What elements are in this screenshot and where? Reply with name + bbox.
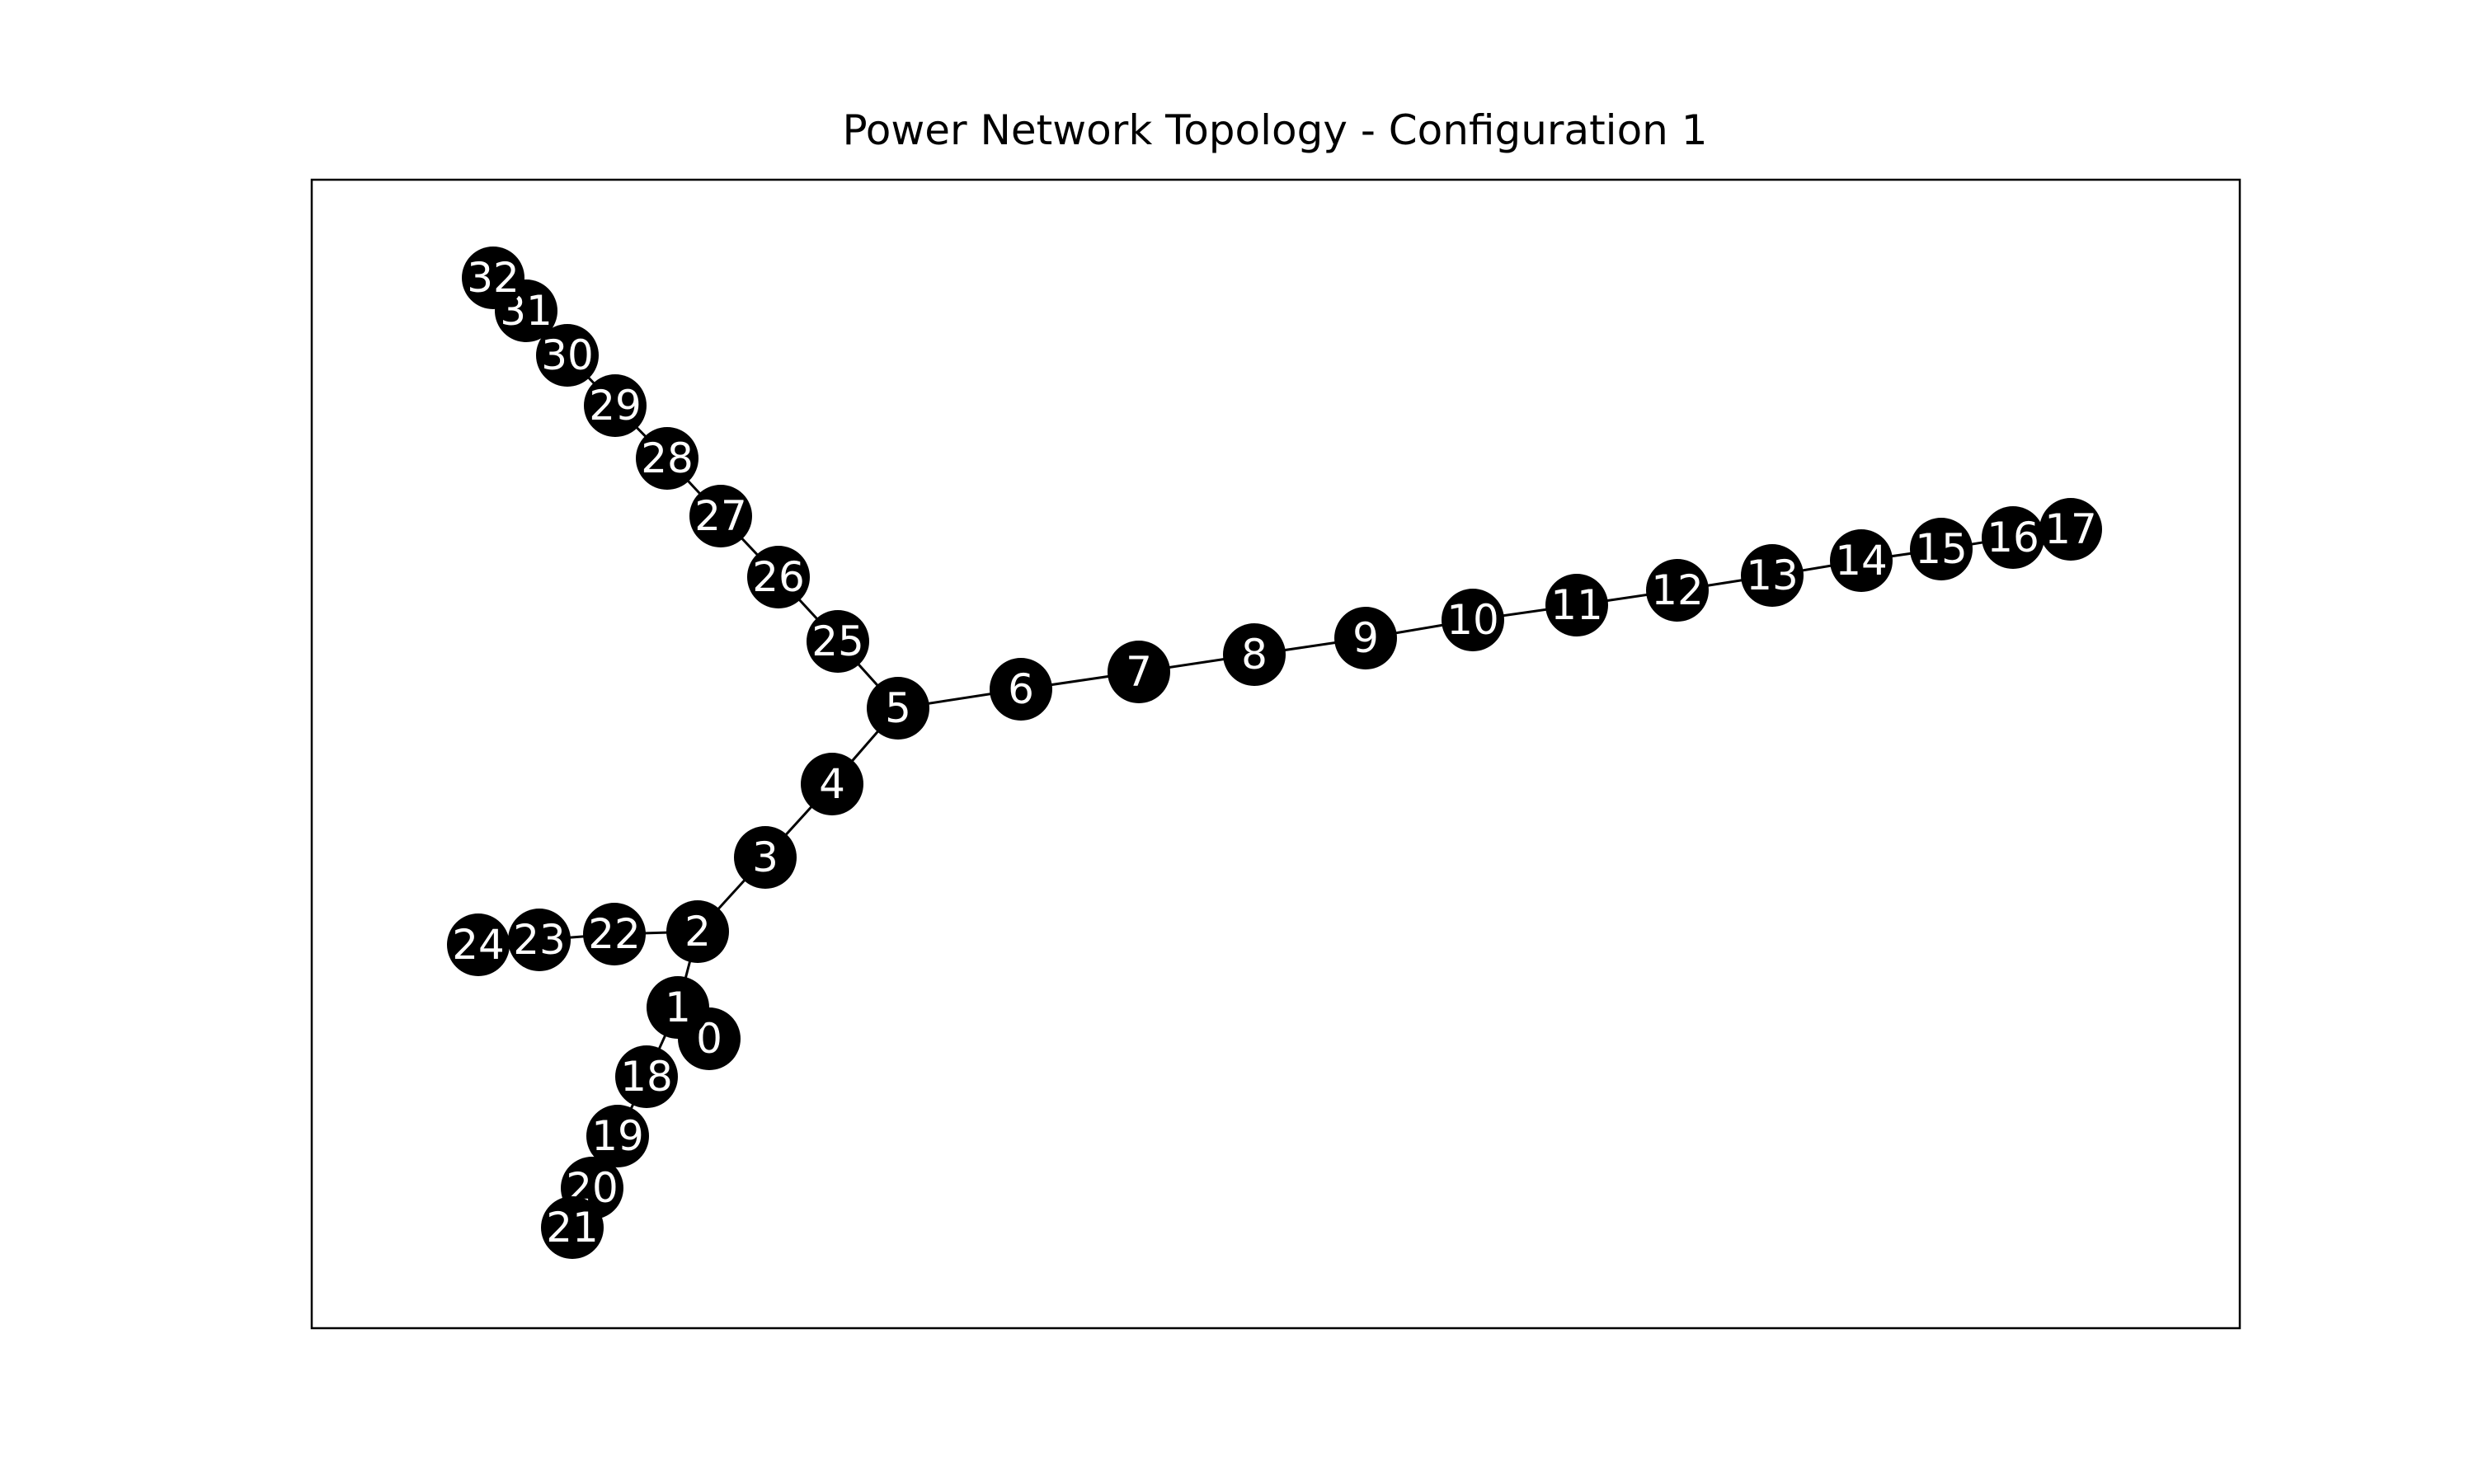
node-circle-28 <box>636 427 698 490</box>
node-circle-4 <box>801 753 863 815</box>
node-25: 25 <box>807 610 869 673</box>
node-17: 17 <box>2039 498 2102 561</box>
node-label-27: 27 <box>694 492 747 540</box>
node-circle-1 <box>647 976 709 1039</box>
node-circle-19 <box>586 1105 649 1167</box>
node-circle-13 <box>1741 544 1804 607</box>
node-circle-8 <box>1223 623 1286 686</box>
node-label-19: 19 <box>591 1112 644 1160</box>
node-30: 30 <box>536 324 599 387</box>
node-label-26: 26 <box>752 553 805 601</box>
node-circle-14 <box>1830 529 1893 592</box>
node-label-32: 32 <box>467 254 520 302</box>
node-26: 26 <box>747 546 810 608</box>
node-circle-11 <box>1545 574 1608 636</box>
node-label-10: 10 <box>1446 596 1499 644</box>
node-label-1: 1 <box>665 984 691 1031</box>
node-circle-15 <box>1910 518 1973 580</box>
node-circle-30 <box>536 324 599 387</box>
node-label-13: 13 <box>1746 552 1799 599</box>
node-6: 6 <box>990 658 1052 721</box>
node-12: 12 <box>1646 559 1709 622</box>
node-circle-27 <box>689 485 752 547</box>
node-10: 10 <box>1442 589 1504 651</box>
node-19: 19 <box>586 1105 649 1167</box>
node-8: 8 <box>1223 623 1286 686</box>
node-circle-3 <box>734 826 797 889</box>
node-13: 13 <box>1741 544 1804 607</box>
node-1: 1 <box>647 976 709 1039</box>
node-23: 23 <box>508 909 571 971</box>
node-label-11: 11 <box>1550 581 1603 629</box>
node-label-14: 14 <box>1835 537 1888 585</box>
node-label-3: 3 <box>752 834 778 881</box>
node-4: 4 <box>801 753 863 815</box>
node-circle-24 <box>447 913 510 976</box>
node-21: 21 <box>541 1196 604 1259</box>
node-circle-9 <box>1334 607 1397 669</box>
node-32: 32 <box>462 247 524 309</box>
node-circle-21 <box>541 1196 604 1259</box>
node-circle-32 <box>462 247 524 309</box>
node-18: 18 <box>615 1045 678 1108</box>
node-9: 9 <box>1334 607 1397 669</box>
node-label-29: 29 <box>589 382 642 430</box>
node-7: 7 <box>1108 641 1170 703</box>
node-label-8: 8 <box>1241 631 1268 679</box>
node-circle-6 <box>990 658 1052 721</box>
node-28: 28 <box>636 427 698 490</box>
node-label-23: 23 <box>513 916 566 964</box>
node-circle-29 <box>584 374 647 437</box>
node-29: 29 <box>584 374 647 437</box>
node-3: 3 <box>734 826 797 889</box>
node-22: 22 <box>583 903 646 965</box>
node-label-16: 16 <box>1987 514 2039 561</box>
node-label-17: 17 <box>2044 505 2097 553</box>
node-label-18: 18 <box>620 1053 673 1101</box>
node-label-25: 25 <box>811 618 864 665</box>
node-label-6: 6 <box>1008 665 1034 713</box>
node-label-15: 15 <box>1915 525 1968 573</box>
node-circle-25 <box>807 610 869 673</box>
node-circle-5 <box>867 677 929 740</box>
node-14: 14 <box>1830 529 1893 592</box>
node-label-7: 7 <box>1126 648 1152 696</box>
node-11: 11 <box>1545 574 1608 636</box>
node-circle-2 <box>666 900 729 963</box>
node-circle-18 <box>615 1045 678 1108</box>
node-27: 27 <box>689 485 752 547</box>
node-circle-22 <box>583 903 646 965</box>
node-circle-7 <box>1108 641 1170 703</box>
node-label-12: 12 <box>1651 566 1704 614</box>
node-label-22: 22 <box>588 910 641 958</box>
node-5: 5 <box>867 677 929 740</box>
node-label-9: 9 <box>1352 614 1379 662</box>
node-label-2: 2 <box>684 908 711 956</box>
node-15: 15 <box>1910 518 1973 580</box>
diagram-title: Power Network Topology - Configuration 1 <box>842 106 1707 154</box>
node-circle-23 <box>508 909 571 971</box>
node-label-21: 21 <box>546 1204 599 1252</box>
node-circle-16 <box>1982 506 2044 569</box>
node-circle-26 <box>747 546 810 608</box>
node-circle-10 <box>1442 589 1504 651</box>
node-16: 16 <box>1982 506 2044 569</box>
node-circle-12 <box>1646 559 1709 622</box>
node-label-24: 24 <box>452 921 505 969</box>
node-label-5: 5 <box>885 684 911 732</box>
node-label-30: 30 <box>541 331 594 379</box>
node-label-28: 28 <box>641 434 694 482</box>
plot-frame <box>310 178 2241 1330</box>
node-24: 24 <box>447 913 510 976</box>
node-2: 2 <box>666 900 729 963</box>
node-circle-17 <box>2039 498 2102 561</box>
node-label-4: 4 <box>819 760 845 808</box>
